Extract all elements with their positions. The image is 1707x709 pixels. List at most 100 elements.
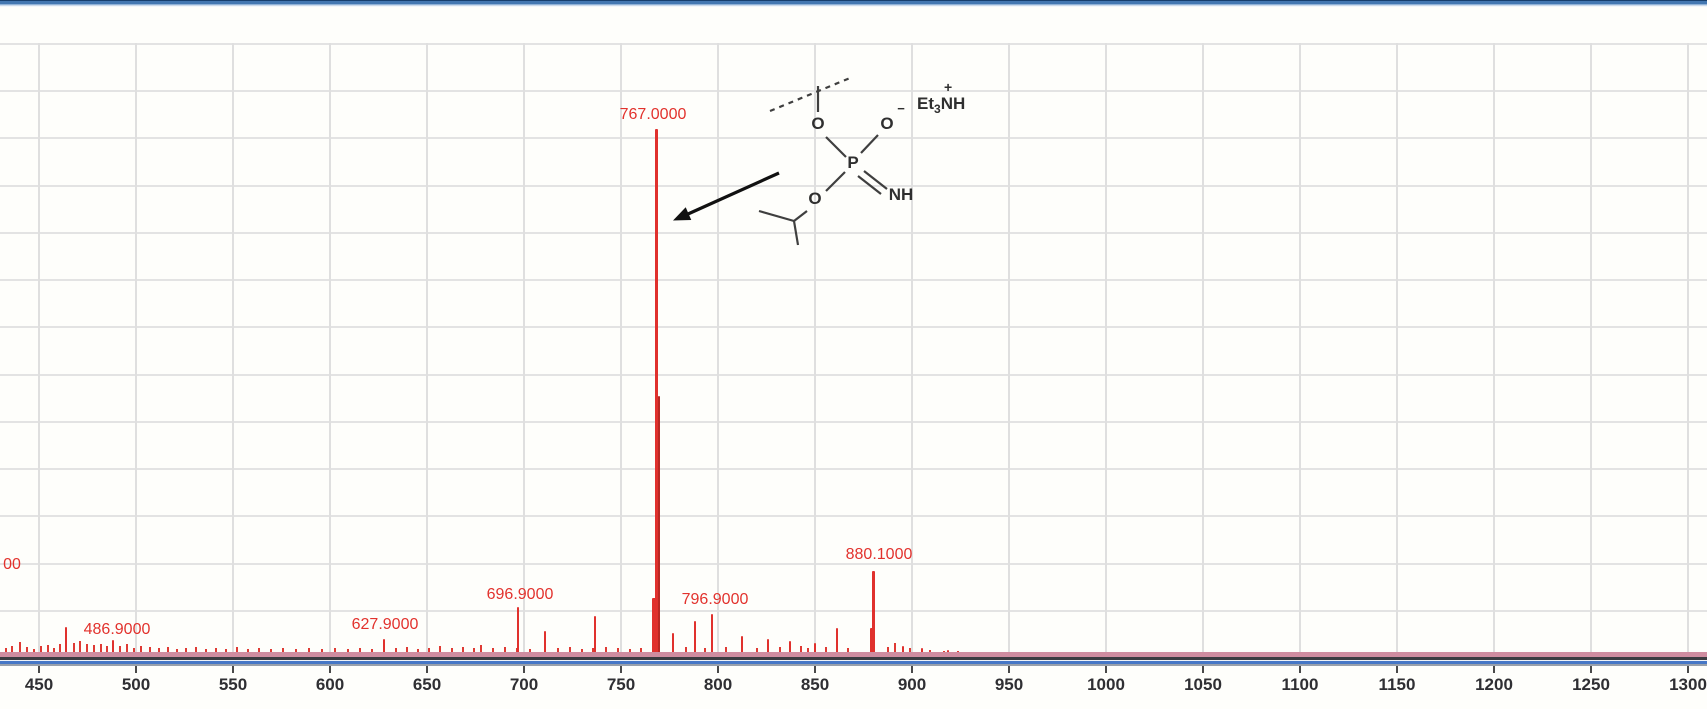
spectrum-peak bbox=[921, 648, 923, 655]
noise-peak bbox=[359, 648, 361, 655]
peak-label: 00 bbox=[3, 556, 21, 573]
x-axis-tick bbox=[1687, 666, 1689, 673]
peak-label: 796.9000 bbox=[681, 591, 749, 608]
x-axis-tick bbox=[1299, 666, 1301, 673]
x-axis-tick bbox=[1590, 666, 1592, 673]
v-gridline bbox=[38, 43, 40, 657]
h-gridline bbox=[0, 326, 1707, 328]
peak-label: 880.1000 bbox=[845, 546, 913, 563]
noise-peak bbox=[807, 648, 809, 655]
x-tick-label: 1100 bbox=[1281, 675, 1319, 694]
x-tick-label: 1250 bbox=[1572, 675, 1610, 694]
h-gridline bbox=[0, 279, 1707, 281]
window-top-border bbox=[0, 0, 1707, 7]
v-gridline bbox=[329, 43, 331, 657]
noise-peak bbox=[605, 647, 607, 655]
peak-label: 486.9000 bbox=[83, 621, 151, 638]
noise-peak bbox=[100, 644, 102, 655]
x-tick-label: 850 bbox=[800, 675, 830, 694]
v-gridline bbox=[1396, 43, 1398, 657]
spectrum-peak bbox=[657, 396, 661, 655]
noise-peak bbox=[909, 648, 911, 655]
baseline-gray-line bbox=[0, 664, 1707, 666]
baseline-pink-trace bbox=[0, 652, 1707, 657]
noise-peak bbox=[73, 643, 75, 655]
spectrum-peak bbox=[710, 614, 714, 655]
noise-peak bbox=[86, 644, 88, 655]
noise-peak bbox=[26, 647, 28, 655]
x-tick-label: 750 bbox=[606, 675, 636, 694]
noise-peak bbox=[126, 644, 128, 655]
x-tick-label: 1300 bbox=[1669, 675, 1707, 694]
noise-peak bbox=[473, 648, 475, 655]
noise-peak bbox=[428, 648, 430, 655]
noise-peak bbox=[11, 646, 13, 655]
noise-peak bbox=[5, 648, 7, 655]
x-axis-tick bbox=[1493, 666, 1495, 673]
spectrum-peak bbox=[516, 607, 520, 655]
spectrum-peak bbox=[789, 641, 791, 655]
x-tick-label: 500 bbox=[121, 675, 151, 694]
h-gridline bbox=[0, 515, 1707, 517]
h-gridline bbox=[0, 90, 1707, 92]
x-tick-label: 600 bbox=[315, 675, 345, 694]
noise-peak bbox=[462, 647, 464, 655]
spectrum-peak bbox=[544, 631, 546, 655]
x-axis-tick bbox=[38, 666, 40, 673]
noise-peak bbox=[47, 645, 49, 655]
v-gridline bbox=[523, 43, 525, 657]
x-tick-label: 1050 bbox=[1184, 675, 1222, 694]
spectrum-peak bbox=[902, 646, 904, 655]
spectrum-peak bbox=[652, 598, 658, 655]
v-gridline bbox=[1299, 43, 1301, 657]
h-gridline bbox=[0, 185, 1707, 187]
x-axis-tick bbox=[135, 666, 137, 673]
noise-peak bbox=[504, 647, 506, 655]
noise-peak bbox=[19, 642, 21, 655]
noise-peak bbox=[133, 648, 135, 655]
x-tick-label: 900 bbox=[897, 675, 927, 694]
v-gridline bbox=[1008, 43, 1010, 657]
noise-peak bbox=[887, 647, 889, 655]
v-gridline bbox=[232, 43, 234, 657]
h-gridline bbox=[0, 610, 1707, 612]
v-gridline bbox=[911, 43, 913, 657]
noise-peak bbox=[215, 648, 217, 655]
h-gridline bbox=[0, 374, 1707, 376]
noise-peak bbox=[451, 648, 453, 655]
noise-peak bbox=[258, 648, 260, 655]
noise-peak bbox=[282, 648, 284, 655]
noise-peak bbox=[704, 648, 706, 655]
x-tick-label: 950 bbox=[994, 675, 1024, 694]
x-axis-tick bbox=[620, 666, 622, 673]
noise-peak bbox=[149, 647, 151, 655]
noise-peak bbox=[685, 647, 687, 655]
noise-peak bbox=[617, 648, 619, 655]
x-tick-label: 800 bbox=[703, 675, 733, 694]
v-gridline bbox=[1202, 43, 1204, 657]
noise-peak bbox=[40, 646, 42, 655]
noise-peak bbox=[640, 648, 642, 655]
x-axis-tick bbox=[329, 666, 331, 673]
x-axis-tick bbox=[232, 666, 234, 673]
x-tick-label: 1000 bbox=[1087, 675, 1125, 694]
noise-peak bbox=[308, 648, 310, 655]
noise-peak bbox=[847, 648, 849, 655]
noise-peak bbox=[236, 647, 238, 655]
x-axis-tick bbox=[1202, 666, 1204, 673]
noise-peak bbox=[894, 643, 896, 655]
noise-peak bbox=[480, 645, 482, 655]
spectrum-peak bbox=[836, 628, 838, 655]
v-gridline bbox=[620, 43, 622, 657]
noise-peak bbox=[334, 648, 336, 655]
v-gridline bbox=[1590, 43, 1592, 657]
x-tick-label: 1200 bbox=[1475, 675, 1513, 694]
spectrum-peak bbox=[741, 636, 743, 655]
v-gridline bbox=[135, 43, 137, 657]
noise-peak bbox=[195, 647, 197, 655]
x-axis-tick bbox=[911, 666, 913, 673]
x-axis-tick bbox=[1105, 666, 1107, 673]
spectrum-peak bbox=[694, 621, 696, 655]
